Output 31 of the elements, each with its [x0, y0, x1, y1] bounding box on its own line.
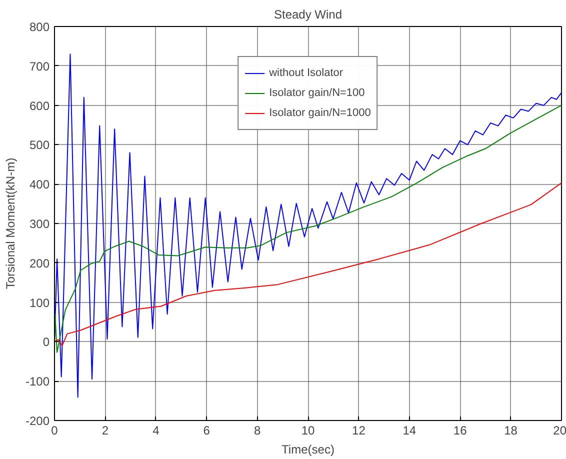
y-tick-label: 0 — [42, 335, 50, 350]
y-tick-label: 600 — [29, 98, 50, 113]
legend-label: Isolator gain/N=1000 — [269, 107, 371, 119]
y-tick-label: -100 — [25, 374, 50, 389]
line-series — [54, 54, 562, 398]
legend-label: without Isolator — [269, 67, 344, 79]
x-axis-title: Time(sec) — [282, 442, 334, 456]
y-tick-label: 700 — [29, 59, 50, 74]
x-tick-label: 20 — [553, 424, 566, 438]
x-tick-label: 10 — [301, 424, 315, 438]
x-tick-label: 12 — [352, 424, 366, 438]
y-tick-label: 200 — [29, 256, 50, 270]
y-tick-label: -200 — [25, 414, 50, 428]
x-tick-label: 6 — [203, 424, 210, 438]
y-axis-title: Torsional Moment(kN-m) — [3, 158, 18, 290]
x-tick-label: 8 — [254, 424, 261, 438]
line-series — [54, 104, 562, 353]
y-tick-label: 500 — [29, 138, 50, 152]
x-tick-label: 4 — [152, 424, 160, 438]
x-tick-label: 16 — [453, 424, 468, 438]
y-tick-label: 300 — [29, 217, 50, 231]
x-tick-label: 0 — [51, 424, 58, 438]
x-tick-label: 18 — [504, 424, 518, 438]
x-tick-label: 14 — [402, 424, 416, 438]
y-tick-label: 100 — [29, 296, 50, 310]
y-tick-label: 400 — [29, 178, 50, 192]
y-tick-label: 800 — [29, 20, 50, 34]
legend-label: Isolator gain/N=100 — [269, 87, 365, 99]
chart-title: Steady Wind — [274, 8, 342, 22]
x-tick-label: 2 — [102, 424, 109, 438]
line-series — [54, 182, 562, 346]
